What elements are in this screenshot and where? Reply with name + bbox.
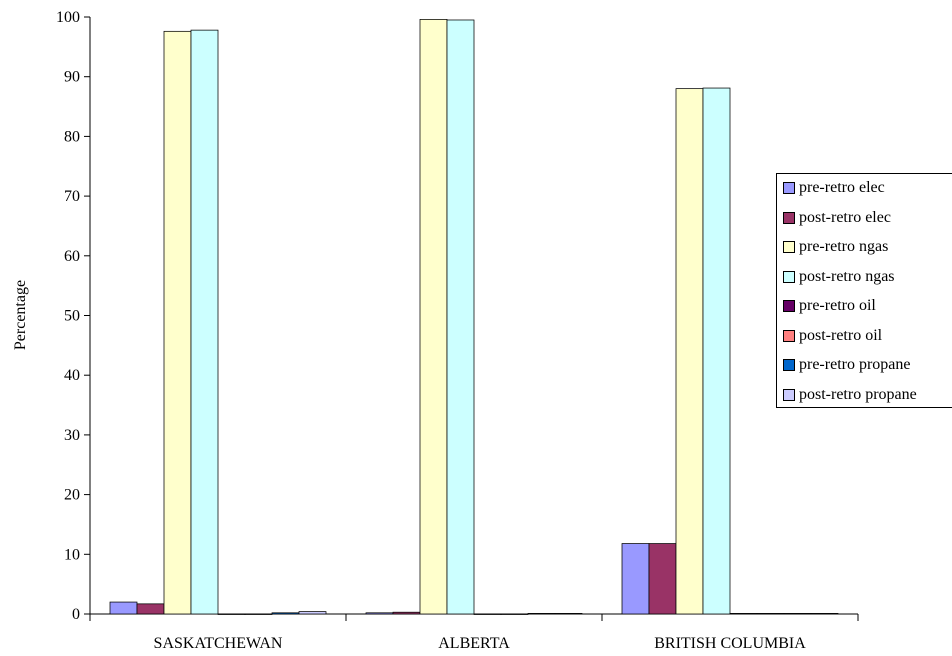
y-tick-label: 20 — [64, 487, 80, 504]
bar — [756, 613, 785, 615]
bar — [554, 613, 583, 615]
legend-swatch — [783, 182, 795, 194]
y-tick-label: 50 — [64, 308, 80, 325]
bar — [244, 613, 273, 615]
bar — [500, 613, 529, 615]
bar — [109, 601, 138, 615]
legend-label: pre-retro ngas — [799, 238, 889, 255]
bar — [702, 87, 731, 615]
y-tick-label: 90 — [64, 69, 80, 86]
legend-label: pre-retro elec — [799, 179, 885, 196]
legend-item: post-retro ngas — [783, 267, 895, 287]
x-tick-label: BRITISH COLUMBIA — [654, 635, 806, 652]
y-tick-label: 60 — [64, 248, 80, 265]
legend-swatch — [783, 329, 795, 342]
bar — [190, 29, 219, 615]
legend-label: post-retro elec — [799, 208, 891, 226]
legend-swatch — [783, 241, 795, 253]
legend-swatch — [783, 211, 795, 224]
bar — [810, 613, 839, 615]
y-tick-label: 100 — [56, 9, 80, 26]
bar — [446, 19, 475, 615]
legend-label: post-retro oil — [799, 326, 883, 344]
bars-group — [109, 19, 839, 615]
bar — [392, 611, 421, 615]
legend-item: pre-retro oil — [783, 296, 876, 316]
legend-swatch — [783, 388, 795, 401]
bar — [621, 543, 650, 615]
y-tick-label: 40 — [64, 367, 80, 384]
bar — [729, 613, 758, 615]
legend-label: post-retro ngas — [799, 267, 895, 285]
x-axis: SASKATCHEWAN ALBERTA BRITISH COLUMBIA — [89, 613, 859, 652]
legend-label: post-retro propane — [799, 385, 917, 403]
x-tick-label: SASKATCHEWAN — [154, 635, 283, 652]
legend-item: pre-retro elec — [783, 178, 885, 198]
bar — [298, 611, 327, 615]
legend-swatch — [783, 300, 795, 312]
bar — [217, 613, 246, 615]
y-tick-label: 30 — [64, 427, 80, 444]
y-tick-label: 0 — [72, 606, 80, 623]
bar — [527, 613, 556, 615]
legend-label: pre-retro propane — [799, 356, 911, 373]
legend-item: post-retro oil — [783, 326, 882, 346]
bar — [365, 612, 394, 615]
y-axis-title: Percentage — [12, 280, 29, 350]
legend-item: pre-retro propane — [783, 355, 911, 375]
y-tick-label: 10 — [64, 546, 80, 563]
bar — [473, 613, 502, 615]
y-tick-label: 70 — [64, 188, 80, 205]
legend-swatch — [783, 270, 795, 283]
bar — [675, 88, 704, 615]
legend: pre-retro elec post-retro elec pre-retro n… — [776, 173, 952, 408]
legend-item: post-retro propane — [783, 385, 917, 405]
bar — [648, 543, 677, 615]
bar — [271, 612, 300, 615]
bar — [419, 19, 448, 615]
legend-swatch — [783, 359, 795, 371]
bar — [163, 30, 192, 615]
bar — [136, 603, 165, 615]
y-tick-label: 80 — [64, 128, 80, 145]
legend-item: pre-retro ngas — [783, 237, 888, 257]
bar — [783, 613, 812, 615]
y-axis: 0 10 20 30 40 50 60 70 80 90 100 — [56, 9, 91, 623]
legend-label: pre-retro oil — [799, 297, 876, 314]
legend-item: post-retro elec — [783, 208, 891, 228]
x-tick-label: ALBERTA — [438, 635, 510, 652]
